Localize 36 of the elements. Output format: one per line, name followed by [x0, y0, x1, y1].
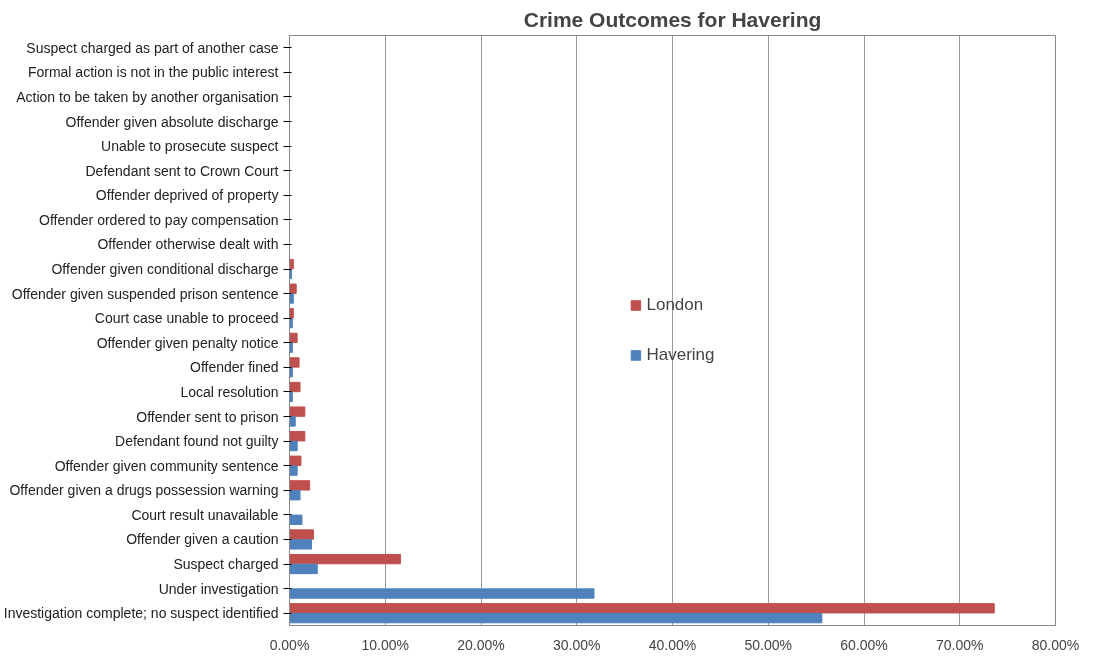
x-tick-label: 0.00% [269, 636, 310, 653]
y-tick-label: Defendant found not guilty [115, 433, 279, 450]
y-tick-label: Offender given suspended prison sentence [11, 285, 279, 302]
y-tick-label: Defendant sent to Crown Court [85, 162, 279, 179]
legend-label: London [646, 295, 704, 315]
y-tick-label: Action to be taken by another organisation [16, 88, 279, 105]
y-tick-label: Offender fined [190, 359, 279, 376]
y-tick-label: Suspect charged as part of another case [26, 39, 279, 56]
x-tick-label: 50.00% [744, 636, 792, 653]
y-tick-label: Offender given absolute discharge [65, 113, 279, 130]
y-tick-label: Investigation complete; no suspect identified [3, 605, 279, 622]
x-tick-label: 70.00% [936, 636, 984, 653]
y-tick-label: Offender sent to prison [136, 408, 279, 425]
y-tick-label: Under investigation [158, 580, 279, 597]
y-tick-label: Offender given penalty notice [96, 334, 279, 351]
chart-title: Crime Outcomes for Havering [523, 7, 822, 31]
x-tick-label: 40.00% [648, 636, 697, 653]
y-tick-label: Local resolution [180, 383, 279, 400]
x-tick-label: 80.00% [1031, 636, 1080, 653]
x-tick-label: 60.00% [840, 636, 888, 653]
y-tick-label: Formal action is not in the public interest [27, 64, 279, 81]
y-tick-label: Court case unable to proceed [94, 310, 279, 327]
y-tick-label: Offender given a drugs possession warning [9, 482, 279, 499]
legend-label: Havering [646, 345, 715, 365]
y-tick-label: Offender given community sentence [54, 457, 279, 474]
x-tick-label: 30.00% [553, 636, 601, 653]
x-tick-label: 20.00% [457, 636, 505, 653]
y-tick-label: Offender ordered to pay compensation [39, 211, 279, 228]
y-tick-label: Offender given a caution [126, 531, 279, 548]
y-tick-label: Offender otherwise dealt with [97, 236, 279, 253]
y-tick-label: Court result unavailable [131, 506, 279, 523]
y-tick-label: Unable to prosecute suspect [101, 138, 279, 155]
x-tick-label: 10.00% [361, 636, 409, 653]
y-tick-label: Offender given conditional discharge [51, 261, 279, 278]
y-tick-label: Suspect charged [173, 556, 279, 573]
y-tick-label: Offender deprived of property [95, 187, 279, 204]
